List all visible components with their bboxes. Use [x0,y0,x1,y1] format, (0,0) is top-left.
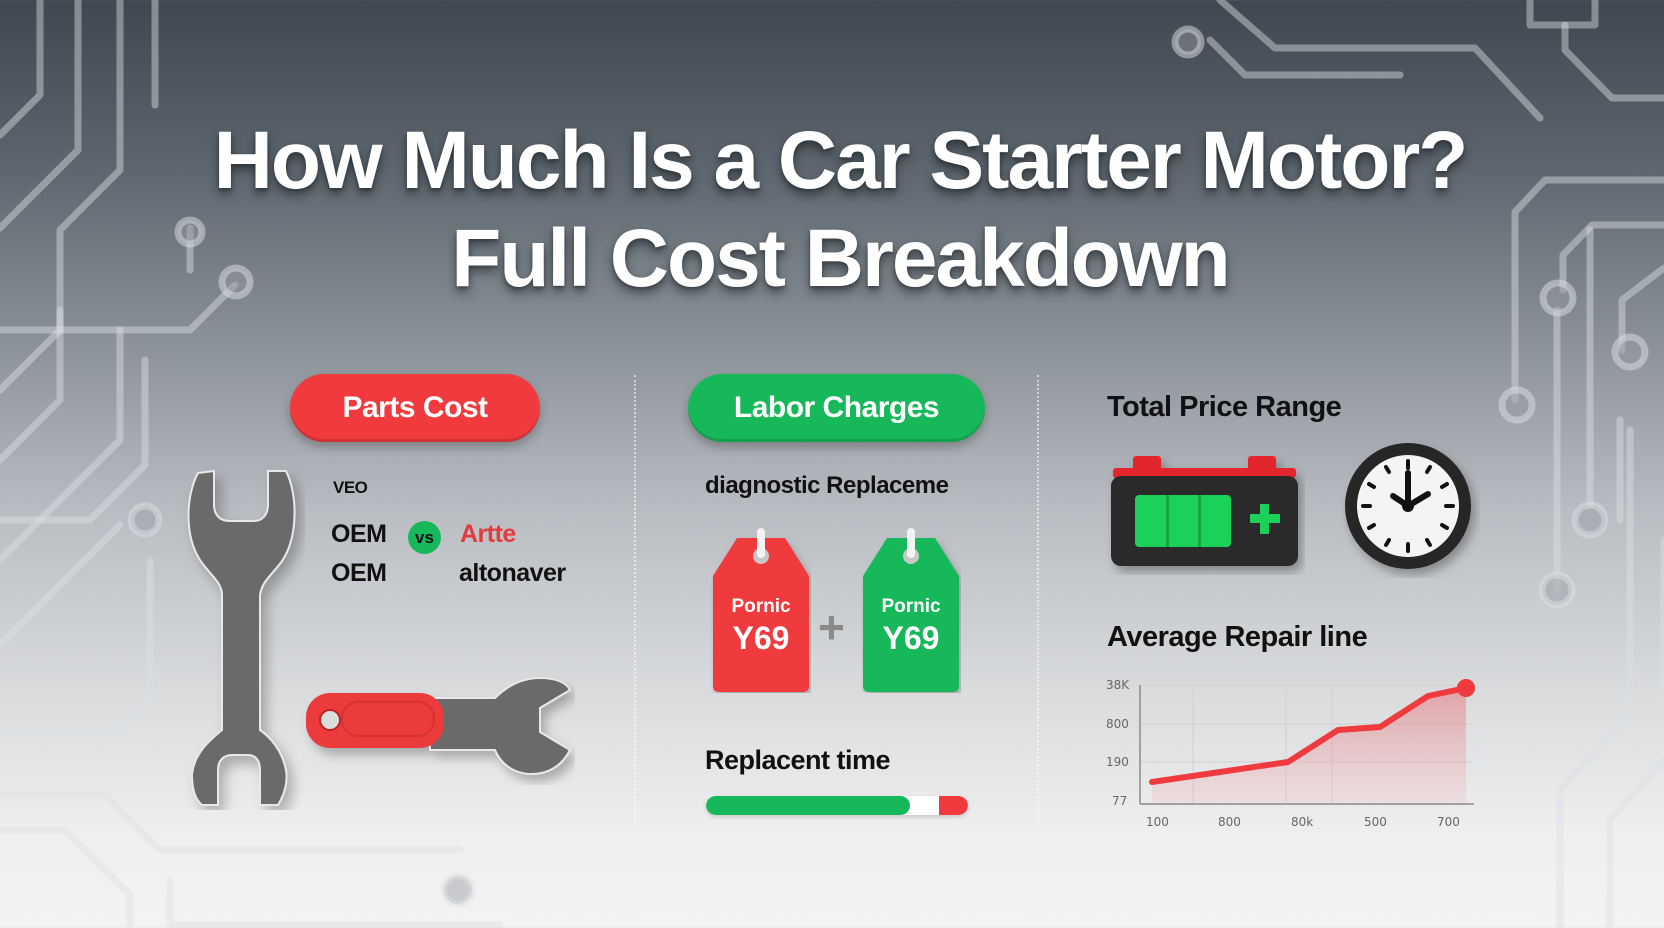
price-tag-red-shape [713,528,809,692]
clock-icon [1345,443,1471,569]
plus-icon: + [818,601,845,653]
page-title-line1: How Much Is a Car Starter Motor? [213,115,1469,206]
parts-cost-pill: Parts Cost [290,374,540,442]
y-tick-190: 190 [1106,755,1129,769]
replacement-time-label: Replacent time [705,745,891,775]
labor-charges-pill: Labor Charges [688,374,985,442]
wrench-icon [187,469,296,806]
price-tag-green: Pornic Y69 [861,528,961,692]
column-divider-right [1037,375,1039,822]
oem-label-row2: OEM [331,559,387,587]
y-tick-800: 800 [1106,717,1129,731]
column-divider-left [634,375,636,822]
x-tick-2: 800 [1218,815,1241,829]
x-tick-3: 80k [1291,815,1314,829]
vs-badge: vs [408,521,441,554]
page-title-line2: Full Cost Breakdown [451,213,1231,304]
vs-text: vs [415,527,434,547]
chart-plot [1139,679,1475,805]
y-tick-77: 77 [1112,794,1128,808]
tag-green-value: Y69 [882,620,940,656]
tag-red-value: Y69 [732,620,790,656]
battery-icon [1111,456,1298,566]
parts-small-label: VEO [333,478,368,497]
aftermarket-label-row1: Artte [460,520,516,548]
average-repair-chart: 38K 800 190 77 100 800 80k 500 700 [1100,670,1480,840]
tag-red-top-text: Pornic [731,596,791,617]
labor-subtitle: diagnostic Replaceme [705,472,949,499]
price-tag-red: Pornic Y69 [711,528,811,692]
price-tag-green-shape [863,528,959,692]
x-tick-4: 500 [1364,815,1387,829]
x-tick-5: 700 [1437,815,1460,829]
replacement-time-progress [706,796,968,815]
y-tick-38k: 38K [1106,678,1130,692]
progress-red-segment [939,796,968,815]
total-price-heading: Total Price Range [1107,391,1342,423]
x-tick-1: 100 [1146,815,1169,829]
red-handle-wrench-icon [306,676,572,776]
aftermarket-label-row2: altonaver [459,559,566,587]
tag-green-top-text: Pornic [881,596,941,617]
progress-green-segment [706,796,911,815]
oem-label-row1: OEM [331,520,387,548]
average-repair-heading: Average Repair line [1107,621,1368,653]
